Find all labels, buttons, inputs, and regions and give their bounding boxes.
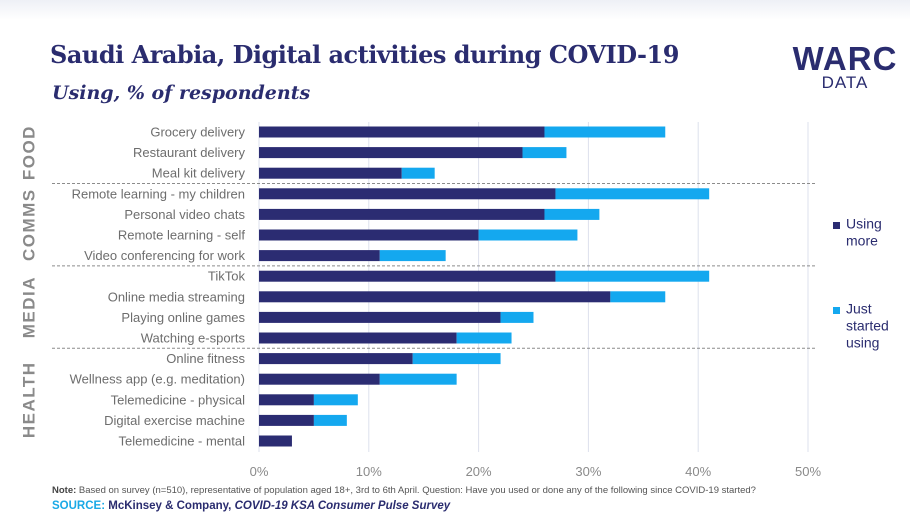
bar-just-started [555,188,710,200]
group-label-media: MEDIA [19,276,38,338]
warc-logo: WARC DATA [790,42,900,92]
note-text: Based on survey (n=510), representative … [78,485,756,496]
bar-using-more [259,229,479,241]
x-tick-label: 0% [250,464,269,479]
bar-using-more [259,147,523,159]
bar-just-started [313,414,347,426]
source-org: McKinsey & Company, [108,500,232,512]
x-tick-label: 20% [466,464,492,479]
bar-using-more [259,353,413,365]
category-label: Watching e-sports [141,331,246,346]
group-label-food: FOOD [19,125,38,180]
legend-label-word: Using [846,216,882,232]
bar-just-started [401,167,435,179]
bar-just-started [379,250,446,262]
bar-using-more [259,250,380,262]
legend-label: Just started using [846,301,889,351]
bar-using-more [259,435,292,447]
category-label: Online media streaming [108,289,245,304]
bar-just-started [610,291,666,303]
bar-using-more [259,414,314,426]
category-label: Meal kit delivery [152,166,246,181]
category-label: Restaurant delivery [133,145,245,160]
bar-using-more [259,332,457,344]
bar-using-more [259,270,556,282]
x-tick-label: 40% [685,464,711,479]
bar-just-started [522,147,567,159]
legend-swatch [833,222,840,229]
category-label: Playing online games [121,310,245,325]
group-label-health: HEALTH [19,361,38,438]
bar-just-started [544,126,666,138]
chart-title: Saudi Arabia, Digital activities during … [50,40,679,69]
bar-just-started [500,311,534,323]
legend-label-word: using [846,335,879,351]
source-title: COVID-19 KSA Consumer Pulse Survey [234,500,451,512]
category-label: TikTok [208,269,246,284]
bar-using-more [259,188,556,200]
category-label: Digital exercise machine [104,413,245,428]
bar-using-more [259,394,314,406]
bar-using-more [259,126,545,138]
bar-using-more [259,208,545,220]
category-label: Telemedicine - mental [119,434,246,449]
x-tick-label: 50% [795,464,821,479]
category-label: Telemedicine - physical [111,392,246,407]
category-label: Remote learning - my children [72,186,245,201]
group-label-comms: COMMS [19,188,38,261]
category-label: Grocery delivery [150,125,245,140]
bar-just-started [478,229,578,241]
bar-just-started [379,373,457,385]
category-label: Remote learning - self [118,228,246,243]
source-label: SOURCE: [52,500,106,512]
legend-label: Using more [846,216,882,249]
footnote: Note: Based on survey (n=510), represent… [52,485,756,496]
source-line: SOURCE: McKinsey & Company, COVID-19 KSA… [52,500,450,512]
category-label: Wellness app (e.g. meditation) [70,372,245,387]
bar-using-more [259,311,501,323]
legend-label-word: started [846,318,889,334]
legend-label-word: Just [846,301,872,317]
bar-using-more [259,373,380,385]
category-label: Video conferencing for work [84,248,245,263]
category-label: Personal video chats [124,207,245,222]
chart-subtitle: Using, % of respondents [52,82,311,104]
bar-just-started [412,353,501,365]
bar-just-started [544,208,600,220]
bar-just-started [555,270,710,282]
logo-main-text: WARC [792,40,898,77]
x-tick-label: 10% [356,464,382,479]
legend-label-word: more [846,233,878,249]
bar-just-started [313,394,358,406]
legend-swatch [833,307,840,314]
x-tick-label: 30% [575,464,601,479]
bar-using-more [259,291,611,303]
logo-sub-text: DATA [821,73,869,92]
note-label: Note: [52,485,77,496]
category-label: Online fitness [166,351,245,366]
bar-just-started [456,332,512,344]
bar-using-more [259,167,402,179]
top-band [0,0,910,20]
